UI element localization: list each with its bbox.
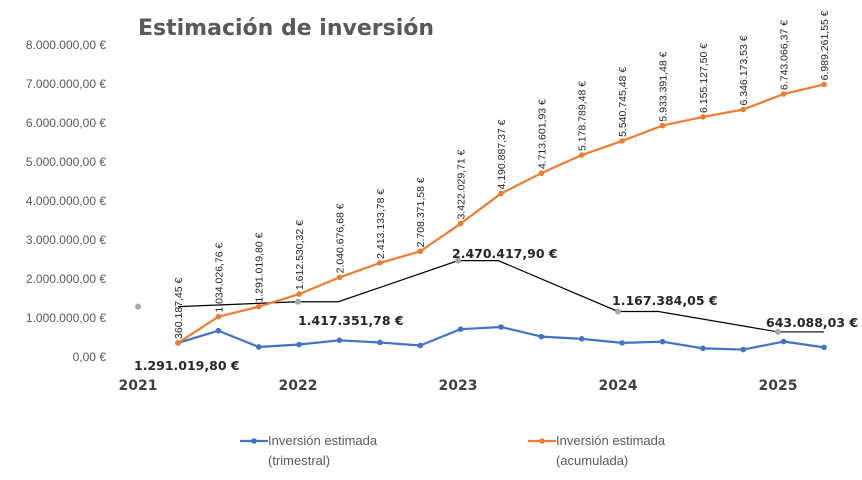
data-point [175,340,181,346]
data-point [296,341,302,348]
data-point [578,152,585,158]
cumulative-data-label: 2.040.676,68 € [335,203,347,273]
legend-item-cumulative: Inversión estimada (acumulada) [528,433,666,468]
chart-title: Estimación de inversión [138,16,434,41]
x-axis: 2021 2022 2023 2024 2025 [119,378,798,394]
cumulative-data-label: 1.034.026,76 € [213,242,225,312]
data-point [780,338,787,345]
cumulative-data-label: 6.743.066,37 € [779,20,791,90]
y-tick-label: 2.000.000,00 € [26,272,106,286]
cumulative-data-label: 6.346.173,53 € [738,35,750,105]
cumulative-data-label: 4.713.601,93 € [536,99,548,169]
data-point [498,190,504,197]
y-tick-label: 0,00 € [73,350,107,364]
y-tick-label: 1.000.000,00 € [26,311,106,325]
cumulative-data-label: 360.187,45 € [173,277,185,338]
y-tick-label: 4.000.000,00 € [26,194,106,208]
data-point [619,138,625,144]
data-point [538,333,545,340]
legend-label-line-1: Inversión estimada [556,433,666,448]
data-point [336,337,343,344]
cumulative-data-label: 2.413.133,78 € [375,189,387,259]
data-point [659,122,666,129]
data-point [821,344,827,351]
annual-total-label: 2.470.417,90 € [452,246,558,261]
legend-swatch-marker [251,438,257,444]
legend-swatch-marker [539,438,545,444]
legend-item-quarterly: Inversión estimada (trimestral) [240,433,378,468]
cumulative-data-label: 5.540.745,48 € [617,67,629,137]
annual-totals-series: 1.291.019,80 € 1.417.351,78 € 2.470.417,90… [134,246,858,373]
cumulative-data-label: 6.989.261,55 € [819,10,831,80]
data-point [578,336,585,342]
cumulative-data-label: 1.291.019,80 € [254,232,266,302]
annual-total-label: 1.291.019,80 € [134,358,240,373]
series-line-quarterly [177,325,825,351]
series-group [175,81,827,353]
legend-label-line-2: (trimestral) [268,453,330,468]
cumulative-data-label: 3.422.029,71 € [456,149,468,219]
legend-label-line-2: (acumulada) [556,453,628,468]
y-tick-label: 8.000.000,00 € [26,38,106,52]
legend-label-line-1: Inversión estimada [268,433,378,448]
annual-total-label: 1.167.384,05 € [612,293,718,308]
data-point [619,340,625,346]
cumulative-data-labels: 360.187,45 € 1.034.026,76 € 1.291.019,80 €… [173,10,831,339]
cumulative-data-label: 1.612.530,32 € [294,220,306,290]
cumulative-data-label: 6.155.127,50 € [698,43,710,113]
annual-total-marker [135,303,141,310]
data-point [255,344,262,350]
annual-total-marker [455,257,461,264]
x-tick-label: 2023 [439,378,478,394]
y-tick-label: 5.000.000,00 € [26,155,106,169]
y-tick-label: 7.000.000,00 € [26,77,106,91]
y-axis: 0,00 € 1.000.000,00 € 2.000.000,00 € 3.000.… [26,38,106,364]
data-point [336,274,343,281]
legend: Inversión estimada(trimestral)Inversión … [240,433,666,468]
data-point [377,260,383,266]
data-point [417,342,424,349]
data-point [659,338,666,345]
data-point [498,324,504,330]
y-tick-label: 6.000.000,00 € [26,116,106,130]
cumulative-data-label: 2.708.371,58 € [415,177,427,247]
data-point [740,346,747,353]
data-point [255,303,262,310]
annual-total-marker [295,298,301,305]
data-point [296,291,302,297]
annual-total-marker [775,328,781,335]
annual-totals-line [178,260,824,333]
data-point [417,248,424,255]
data-point [700,345,706,352]
cumulative-data-label: 5.178.789,48 € [577,81,589,151]
cumulative-data-label: 5.933.391,48 € [658,51,670,121]
data-point [821,81,827,88]
data-point [377,339,383,346]
annual-total-label: 1.417.351,78 € [298,313,404,328]
x-tick-label: 2022 [279,378,318,394]
data-point [700,114,706,120]
data-point [457,326,464,332]
data-point [215,327,222,334]
data-point [457,220,464,227]
data-point [215,313,222,320]
data-point [740,106,747,113]
annual-total-marker [615,308,621,315]
annual-total-label: 643.088,03 € [766,315,858,330]
cumulative-data-label: 4.190.887,37 € [496,119,508,189]
data-point [538,170,545,176]
x-tick-label: 2025 [759,378,798,394]
data-point [780,91,787,97]
x-tick-label: 2024 [599,378,638,394]
y-tick-label: 3.000.000,00 € [26,233,106,247]
x-tick-label: 2021 [119,378,158,394]
